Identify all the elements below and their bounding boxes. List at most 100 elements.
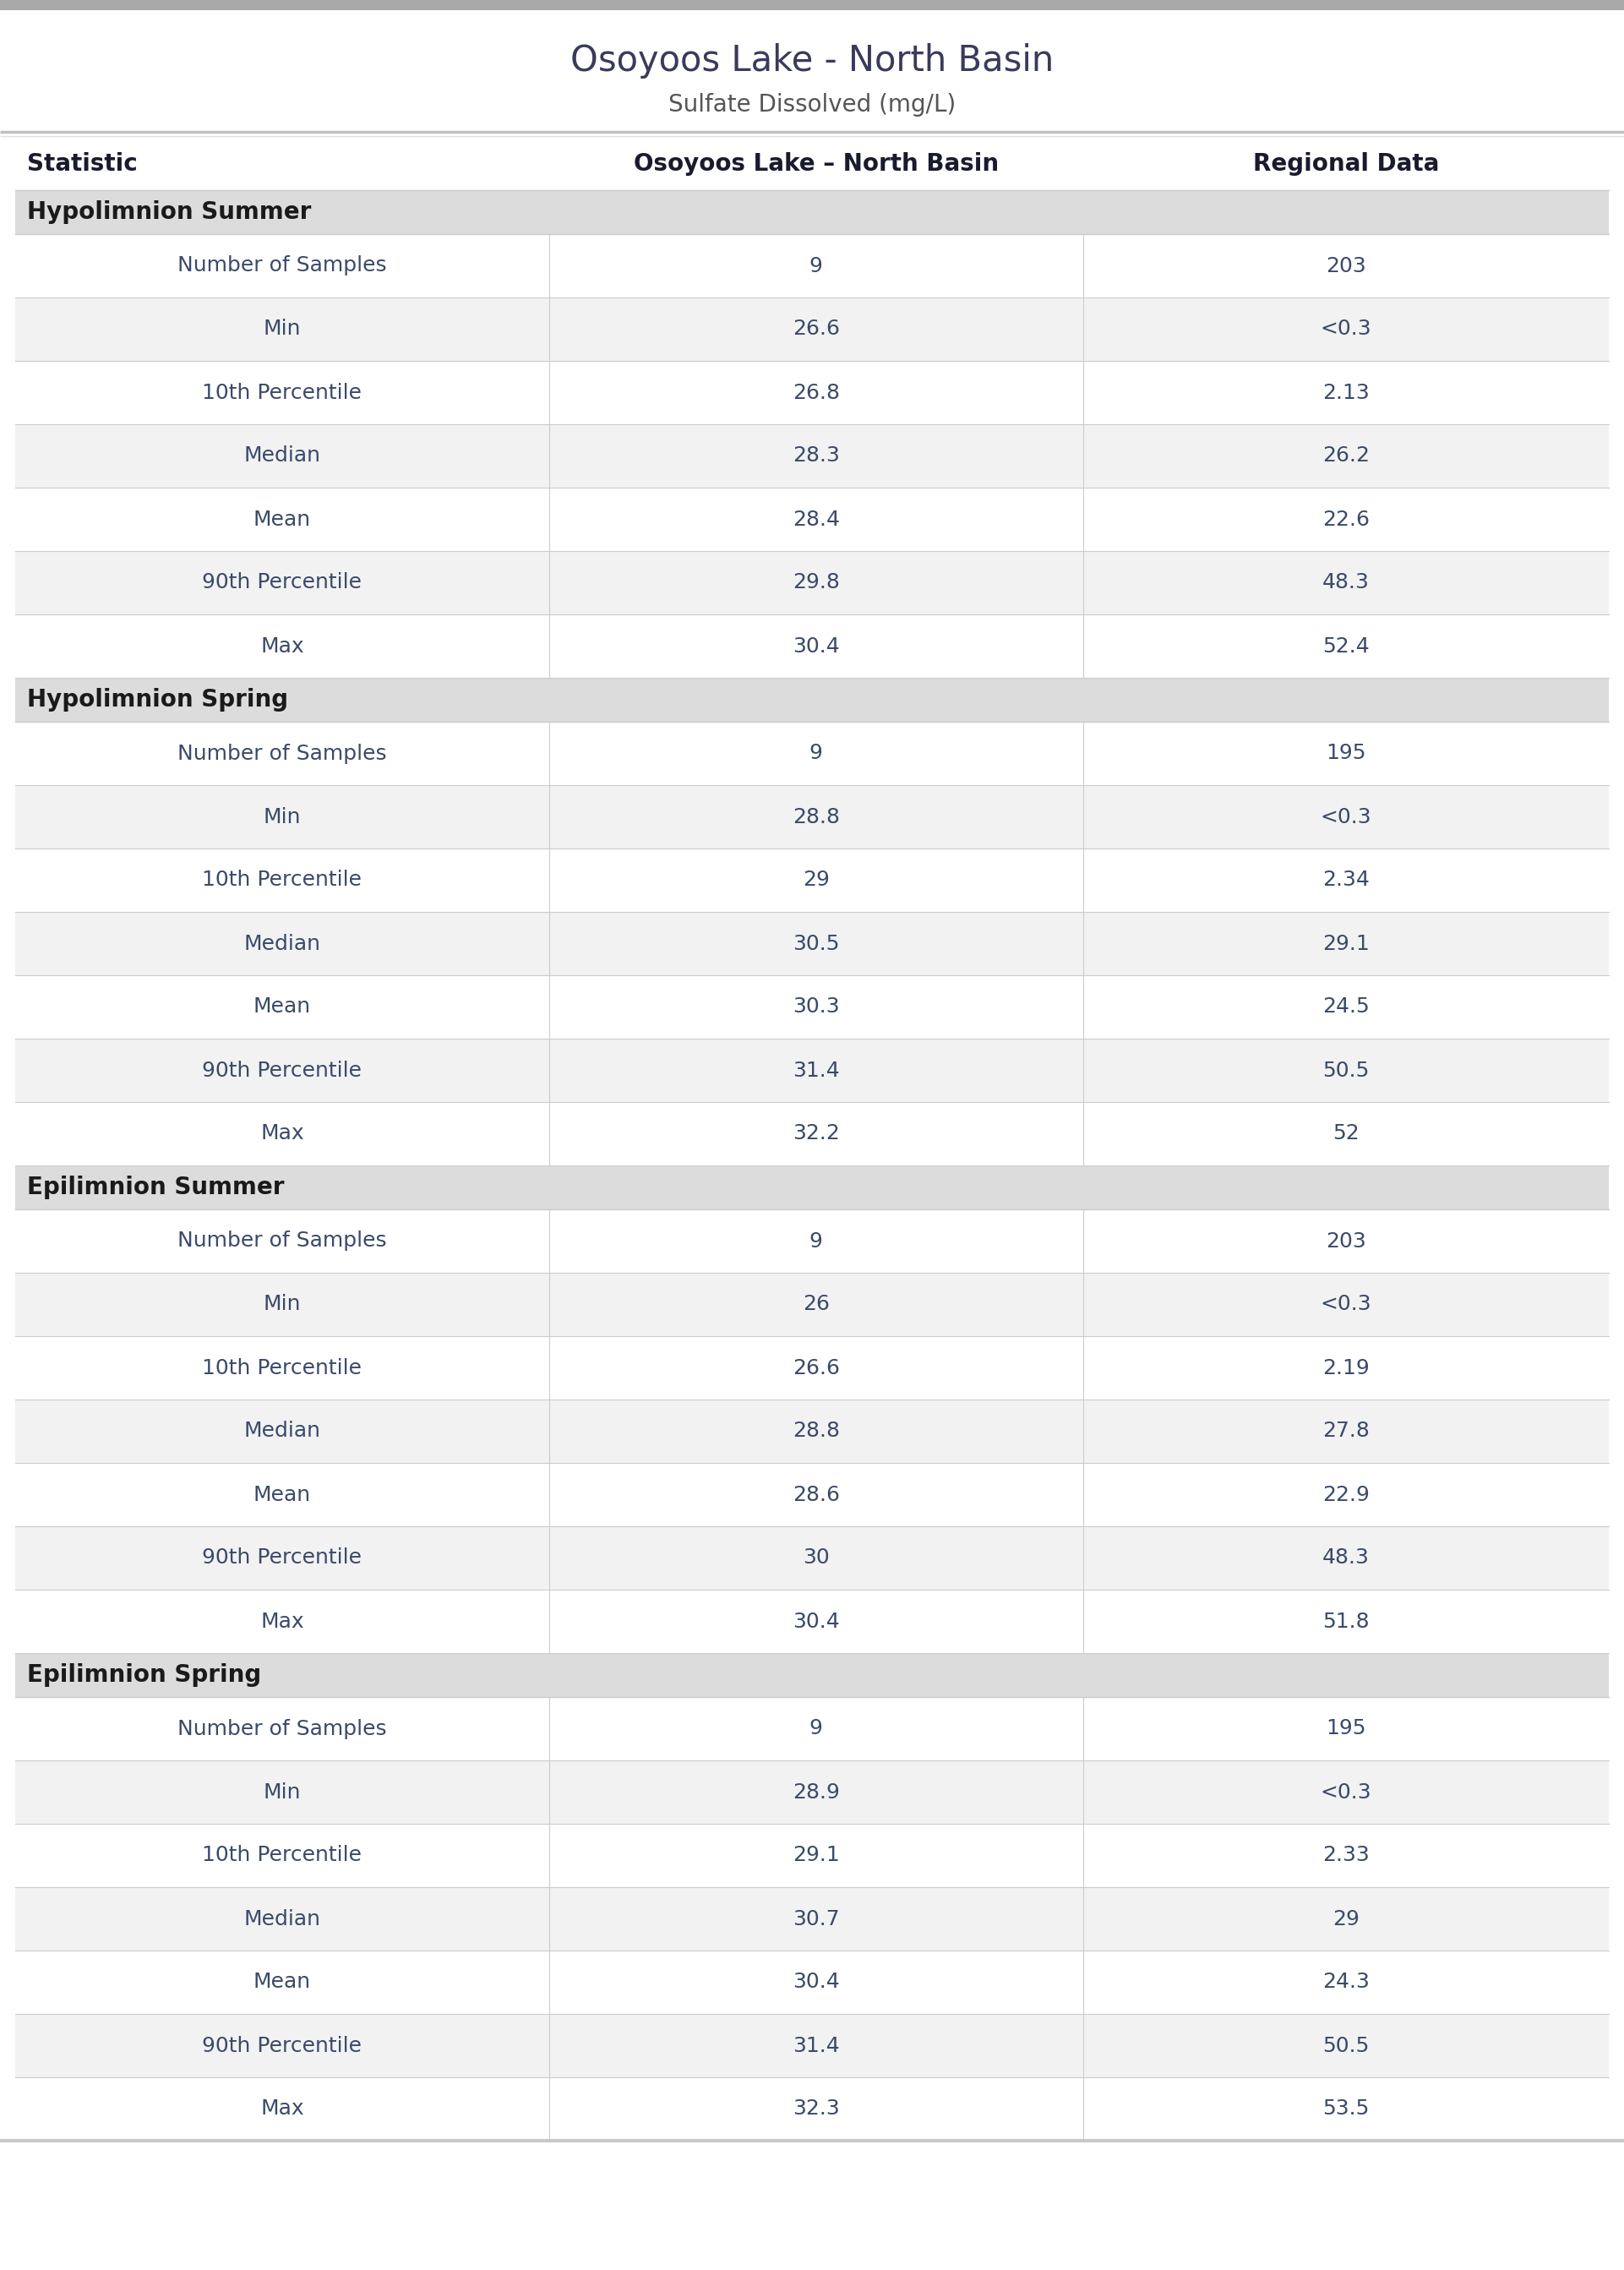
Bar (15, 849, 1609, 913)
Text: Sulfate Dissolved (mg/L): Sulfate Dissolved (mg/L) (667, 93, 957, 116)
Text: 31.4: 31.4 (793, 1060, 840, 1081)
Text: <0.3: <0.3 (1320, 1294, 1371, 1314)
Text: 9: 9 (809, 257, 823, 277)
Text: 26.6: 26.6 (793, 320, 840, 338)
Text: 22.6: 22.6 (1322, 508, 1369, 529)
Text: 203: 203 (1325, 257, 1366, 277)
Text: 30: 30 (802, 1548, 830, 1569)
Text: Number of Samples: Number of Samples (177, 742, 387, 763)
Text: Hypolimnion Summer: Hypolimnion Summer (28, 200, 312, 225)
Text: 195: 195 (1325, 742, 1366, 763)
Text: 29.1: 29.1 (793, 1846, 840, 1866)
Text: 9: 9 (809, 1230, 823, 1251)
Text: 9: 9 (809, 1718, 823, 1739)
Text: 32.2: 32.2 (793, 1124, 840, 1144)
Text: 28.8: 28.8 (793, 1421, 840, 1441)
Text: Min: Min (263, 320, 300, 338)
Bar (0, 0, 1624, 9)
Text: 30.4: 30.4 (793, 1973, 840, 1993)
Text: Hypolimnion Spring: Hypolimnion Spring (28, 688, 287, 711)
Text: 2.34: 2.34 (1322, 869, 1369, 890)
Text: 32.3: 32.3 (793, 2100, 840, 2120)
Text: Max: Max (260, 2100, 304, 2120)
Text: Median: Median (244, 933, 320, 953)
Text: Median: Median (244, 1421, 320, 1441)
Text: Epilimnion Spring: Epilimnion Spring (28, 1664, 261, 1687)
Text: 48.3: 48.3 (1322, 1548, 1369, 1569)
Text: 29: 29 (1332, 1909, 1359, 1930)
Bar (15, 976, 1609, 1040)
Text: 52: 52 (1332, 1124, 1359, 1144)
Text: Median: Median (244, 1909, 320, 1930)
Text: 28.8: 28.8 (793, 806, 840, 826)
Text: 203: 203 (1325, 1230, 1366, 1251)
Bar (15, 1698, 1609, 1762)
Text: Mean: Mean (253, 997, 310, 1017)
Text: 2.33: 2.33 (1322, 1846, 1369, 1866)
Text: Number of Samples: Number of Samples (177, 1718, 387, 1739)
Bar (15, 297, 1609, 361)
Text: Min: Min (263, 1782, 300, 1802)
Text: Mean: Mean (253, 1973, 310, 1993)
Text: 26.8: 26.8 (793, 381, 840, 402)
Text: 52.4: 52.4 (1322, 636, 1369, 656)
Text: 90th Percentile: 90th Percentile (203, 1060, 362, 1081)
Text: 90th Percentile: 90th Percentile (203, 1548, 362, 1569)
Text: 24.5: 24.5 (1322, 997, 1369, 1017)
Text: Max: Max (260, 1124, 304, 1144)
Text: Statistic: Statistic (28, 152, 138, 175)
Text: 26.2: 26.2 (1322, 445, 1369, 465)
Bar (15, 488, 1609, 552)
Text: Number of Samples: Number of Samples (177, 257, 387, 277)
Bar (15, 1210, 1609, 1273)
Text: Median: Median (244, 445, 320, 465)
Text: 30.7: 30.7 (793, 1909, 840, 1930)
Text: 26: 26 (802, 1294, 830, 1314)
Text: 10th Percentile: 10th Percentile (203, 1846, 362, 1866)
Text: 29.1: 29.1 (1322, 933, 1369, 953)
Bar (15, 234, 1609, 297)
Bar (15, 679, 1609, 722)
Text: Min: Min (263, 1294, 300, 1314)
Bar (15, 1101, 1609, 1165)
Text: 27.8: 27.8 (1322, 1421, 1369, 1441)
Bar (15, 1401, 1609, 1462)
Bar (15, 1950, 1609, 2013)
Text: 30.5: 30.5 (793, 933, 840, 953)
Bar (15, 1886, 1609, 1950)
Text: 30.4: 30.4 (793, 1612, 840, 1632)
Text: 50.5: 50.5 (1322, 1060, 1369, 1081)
Text: 30.4: 30.4 (793, 636, 840, 656)
Text: 29: 29 (802, 869, 830, 890)
Bar (15, 1653, 1609, 1698)
Text: 28.4: 28.4 (793, 508, 840, 529)
Text: 28.9: 28.9 (793, 1782, 840, 1802)
Bar (15, 1337, 1609, 1401)
Bar (15, 615, 1609, 679)
Text: 26.6: 26.6 (793, 1357, 840, 1378)
Bar (15, 191, 1609, 234)
Bar (15, 1762, 1609, 1823)
Text: 28.6: 28.6 (793, 1485, 840, 1505)
Bar (15, 424, 1609, 488)
Text: 24.3: 24.3 (1322, 1973, 1369, 1993)
Text: Mean: Mean (253, 508, 310, 529)
Text: 50.5: 50.5 (1322, 2036, 1369, 2057)
Text: Mean: Mean (253, 1485, 310, 1505)
Bar (15, 1525, 1609, 1589)
Text: 51.8: 51.8 (1322, 1612, 1369, 1632)
Text: 30.3: 30.3 (793, 997, 840, 1017)
Text: 90th Percentile: 90th Percentile (203, 572, 362, 592)
Text: Min: Min (263, 806, 300, 826)
Text: 22.9: 22.9 (1322, 1485, 1369, 1505)
Text: Osoyoos Lake – North Basin: Osoyoos Lake – North Basin (633, 152, 999, 175)
Bar (15, 1462, 1609, 1525)
Bar (15, 1040, 1609, 1101)
Bar (15, 2077, 1609, 2141)
Text: 2.19: 2.19 (1322, 1357, 1369, 1378)
Text: Osoyoos Lake - North Basin: Osoyoos Lake - North Basin (570, 43, 1054, 79)
Text: 9: 9 (809, 742, 823, 763)
Text: 53.5: 53.5 (1322, 2100, 1369, 2120)
Bar (15, 552, 1609, 615)
Text: 28.3: 28.3 (793, 445, 840, 465)
